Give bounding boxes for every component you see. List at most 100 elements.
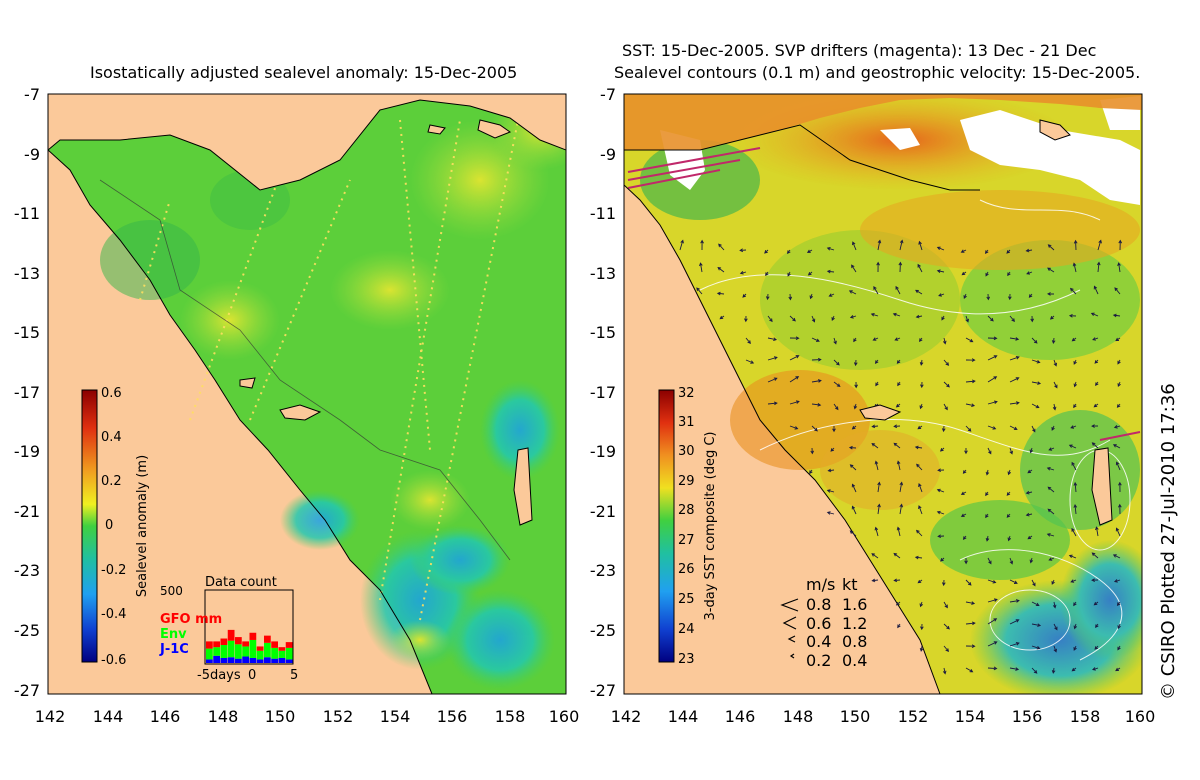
svg-text:0.2: 0.2 [806,651,831,670]
left-lat-axis: -7 -9 -11 -13 -15 -17 -19 -21 -23 -25 -2… [14,85,40,700]
data-count-bar-j1c [206,659,213,663]
velocity-arrow [899,503,904,515]
lat-tick-label: -23 [14,561,40,580]
velocity-arrow [985,491,989,497]
velocity-arrow [1091,442,1099,449]
velocity-arrow [985,535,990,542]
velocity-arrow [1031,381,1042,385]
velocity-arrow [960,513,967,517]
velocity-arrow [918,483,923,493]
velocity-arrow [1073,381,1078,388]
velocity-arrow [789,425,799,430]
velocity-arrow [893,442,901,449]
velocity-arrow [936,269,945,273]
velocity-arrow [1094,645,1099,650]
svg-text:-9: -9 [600,145,616,164]
velocity-arrow [1071,461,1077,471]
velocity-arrow [874,359,879,364]
velocity-arrow [1009,579,1018,584]
velocity-arrow [1117,645,1121,651]
velocity-arrow [1047,508,1055,515]
velocity-arrow [765,271,769,276]
velocity-arrow [1026,271,1033,275]
data-count-xtick: -5days [197,668,241,683]
velocity-arrow [895,601,901,606]
velocity-arrow [943,645,950,652]
velocity-arrow [963,293,967,300]
velocity-arrow [1115,667,1121,672]
velocity-arrow [809,293,814,300]
velocity-arrow [807,271,813,276]
velocity-arrow [960,249,967,253]
data-count-bar-gfo [206,641,213,649]
velocity-arrow [1073,239,1078,251]
velocity-arrow [917,425,923,430]
right-map-title-line1: SST: 15-Dec-2005. SVP drifters (magenta)… [622,41,1097,60]
velocity-arrow [767,315,773,323]
velocity-arrow [916,463,923,471]
velocity-arrow [964,447,968,455]
velocity-arrow [1115,527,1121,537]
lon-tick-label: 156 [437,707,468,726]
velocity-arrow [1093,601,1099,606]
velocity-arrow [1006,249,1011,254]
velocity-arrow [1095,526,1099,537]
velocity-arrow [1116,403,1121,408]
data-count-bar-env [235,644,242,659]
velocity-arrow [1047,244,1055,251]
data-count-bar-j1c [242,656,249,663]
lat-tick-label: -9 [24,145,40,164]
velocity-arrow [853,359,858,367]
velocity-arrow [789,376,800,383]
velocity-arrow [986,293,991,301]
svg-text:156: 156 [1012,707,1043,726]
lat-tick-label: -25 [14,621,40,640]
velocity-arrow [849,315,857,319]
velocity-arrow [1073,623,1078,630]
velocity-arrow [1007,271,1011,277]
velocity-arrow [987,666,998,671]
velocity-arrow [1071,667,1077,672]
data-count-bar-gfo [256,646,264,651]
velocity-arrow [811,357,822,362]
velocity-arrow [965,425,972,432]
velocity-arrow [1031,403,1040,409]
svg-text:24: 24 [678,622,695,637]
velocity-arrow [985,271,989,277]
velocity-arrow [937,468,945,472]
velocity-arrow [1025,512,1033,517]
velocity-legend-header-kt: kt [842,575,858,594]
svg-text:-17: -17 [590,383,616,402]
velocity-arrow [987,315,994,322]
velocity-arrow [809,469,813,475]
velocity-arrow [918,505,923,515]
velocity-arrow [936,488,945,493]
velocity-arrow [811,425,818,432]
velocity-arrow [851,483,857,493]
velocity-arrow [826,489,835,493]
data-count-bar-gfo [235,637,242,645]
sst-colorbar-ticks: 32 31 30 29 28 27 26 25 24 23 [678,386,695,667]
velocity-arrow [853,403,858,410]
velocity-arrow [965,601,976,605]
velocity-arrow [892,312,901,317]
velocity-arrow [897,623,901,629]
svp-drifter-tracks [627,147,1141,441]
velocity-arrow [833,359,840,366]
velocity-arrow [1031,645,1041,650]
velocity-arrow [1009,425,1018,431]
velocity-arrow [1114,287,1121,295]
velocity-arrow [915,314,923,319]
svg-text:-13: -13 [590,264,616,283]
velocity-arrow [1053,359,1058,367]
data-count-bar-j1c [227,657,235,663]
velocity-arrow [851,241,857,251]
velocity-arrow [895,403,901,408]
lon-tick-label: 146 [150,707,181,726]
velocity-legend: m/s kt 0.8 1.6 0.6 1.2 0.4 0.8 0.2 0.4 [780,575,867,670]
velocity-arrows [679,239,1123,675]
velocity-arrow [919,645,924,652]
velocity-arrow [1073,481,1078,493]
data-count-bar-env [256,650,264,660]
